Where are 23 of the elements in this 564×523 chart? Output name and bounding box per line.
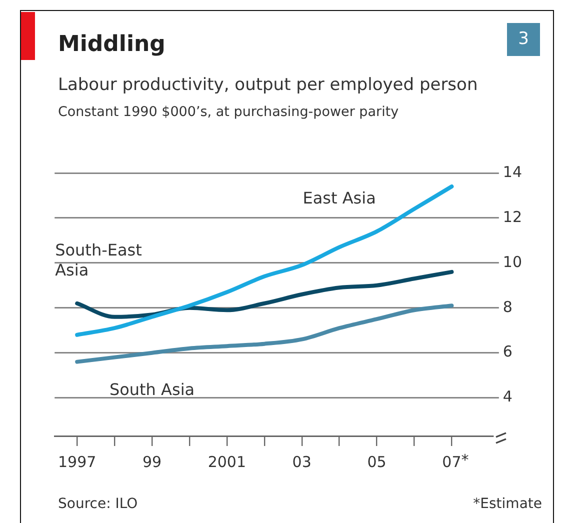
y-tick-label: 8 [502,298,512,316]
chart-subtitle: Labour productivity, output per employed person [58,75,478,95]
y-tick-label: 4 [502,388,512,406]
x-tick-label: 2001 [208,452,246,471]
y-tick-label: 14 [502,162,522,181]
y-tick-label: 6 [502,342,512,361]
y-axis-title: Constant 1990 $000’s, at purchasing-power parity [58,104,399,120]
source-note: Source: ILO [58,496,138,512]
x-tick-label: 03 [292,452,312,471]
x-tick-label: 07 [442,452,462,471]
line-series [75,304,454,364]
text: South-East Asia [55,240,142,280]
text: * [461,450,470,469]
series-label: East Asia [302,188,376,208]
x-tick-label: 05 [367,452,386,471]
chart-title: Middling [58,32,166,57]
series-label: South Asia [109,380,195,399]
x-tick-label: 99 [142,452,162,471]
x-tick-label: 1997 [58,452,96,471]
text: 3 [507,23,540,56]
text: *Estimate [473,496,542,512]
y-tick-label: 10 [502,252,522,271]
y-tick-label: 12 [502,208,522,226]
